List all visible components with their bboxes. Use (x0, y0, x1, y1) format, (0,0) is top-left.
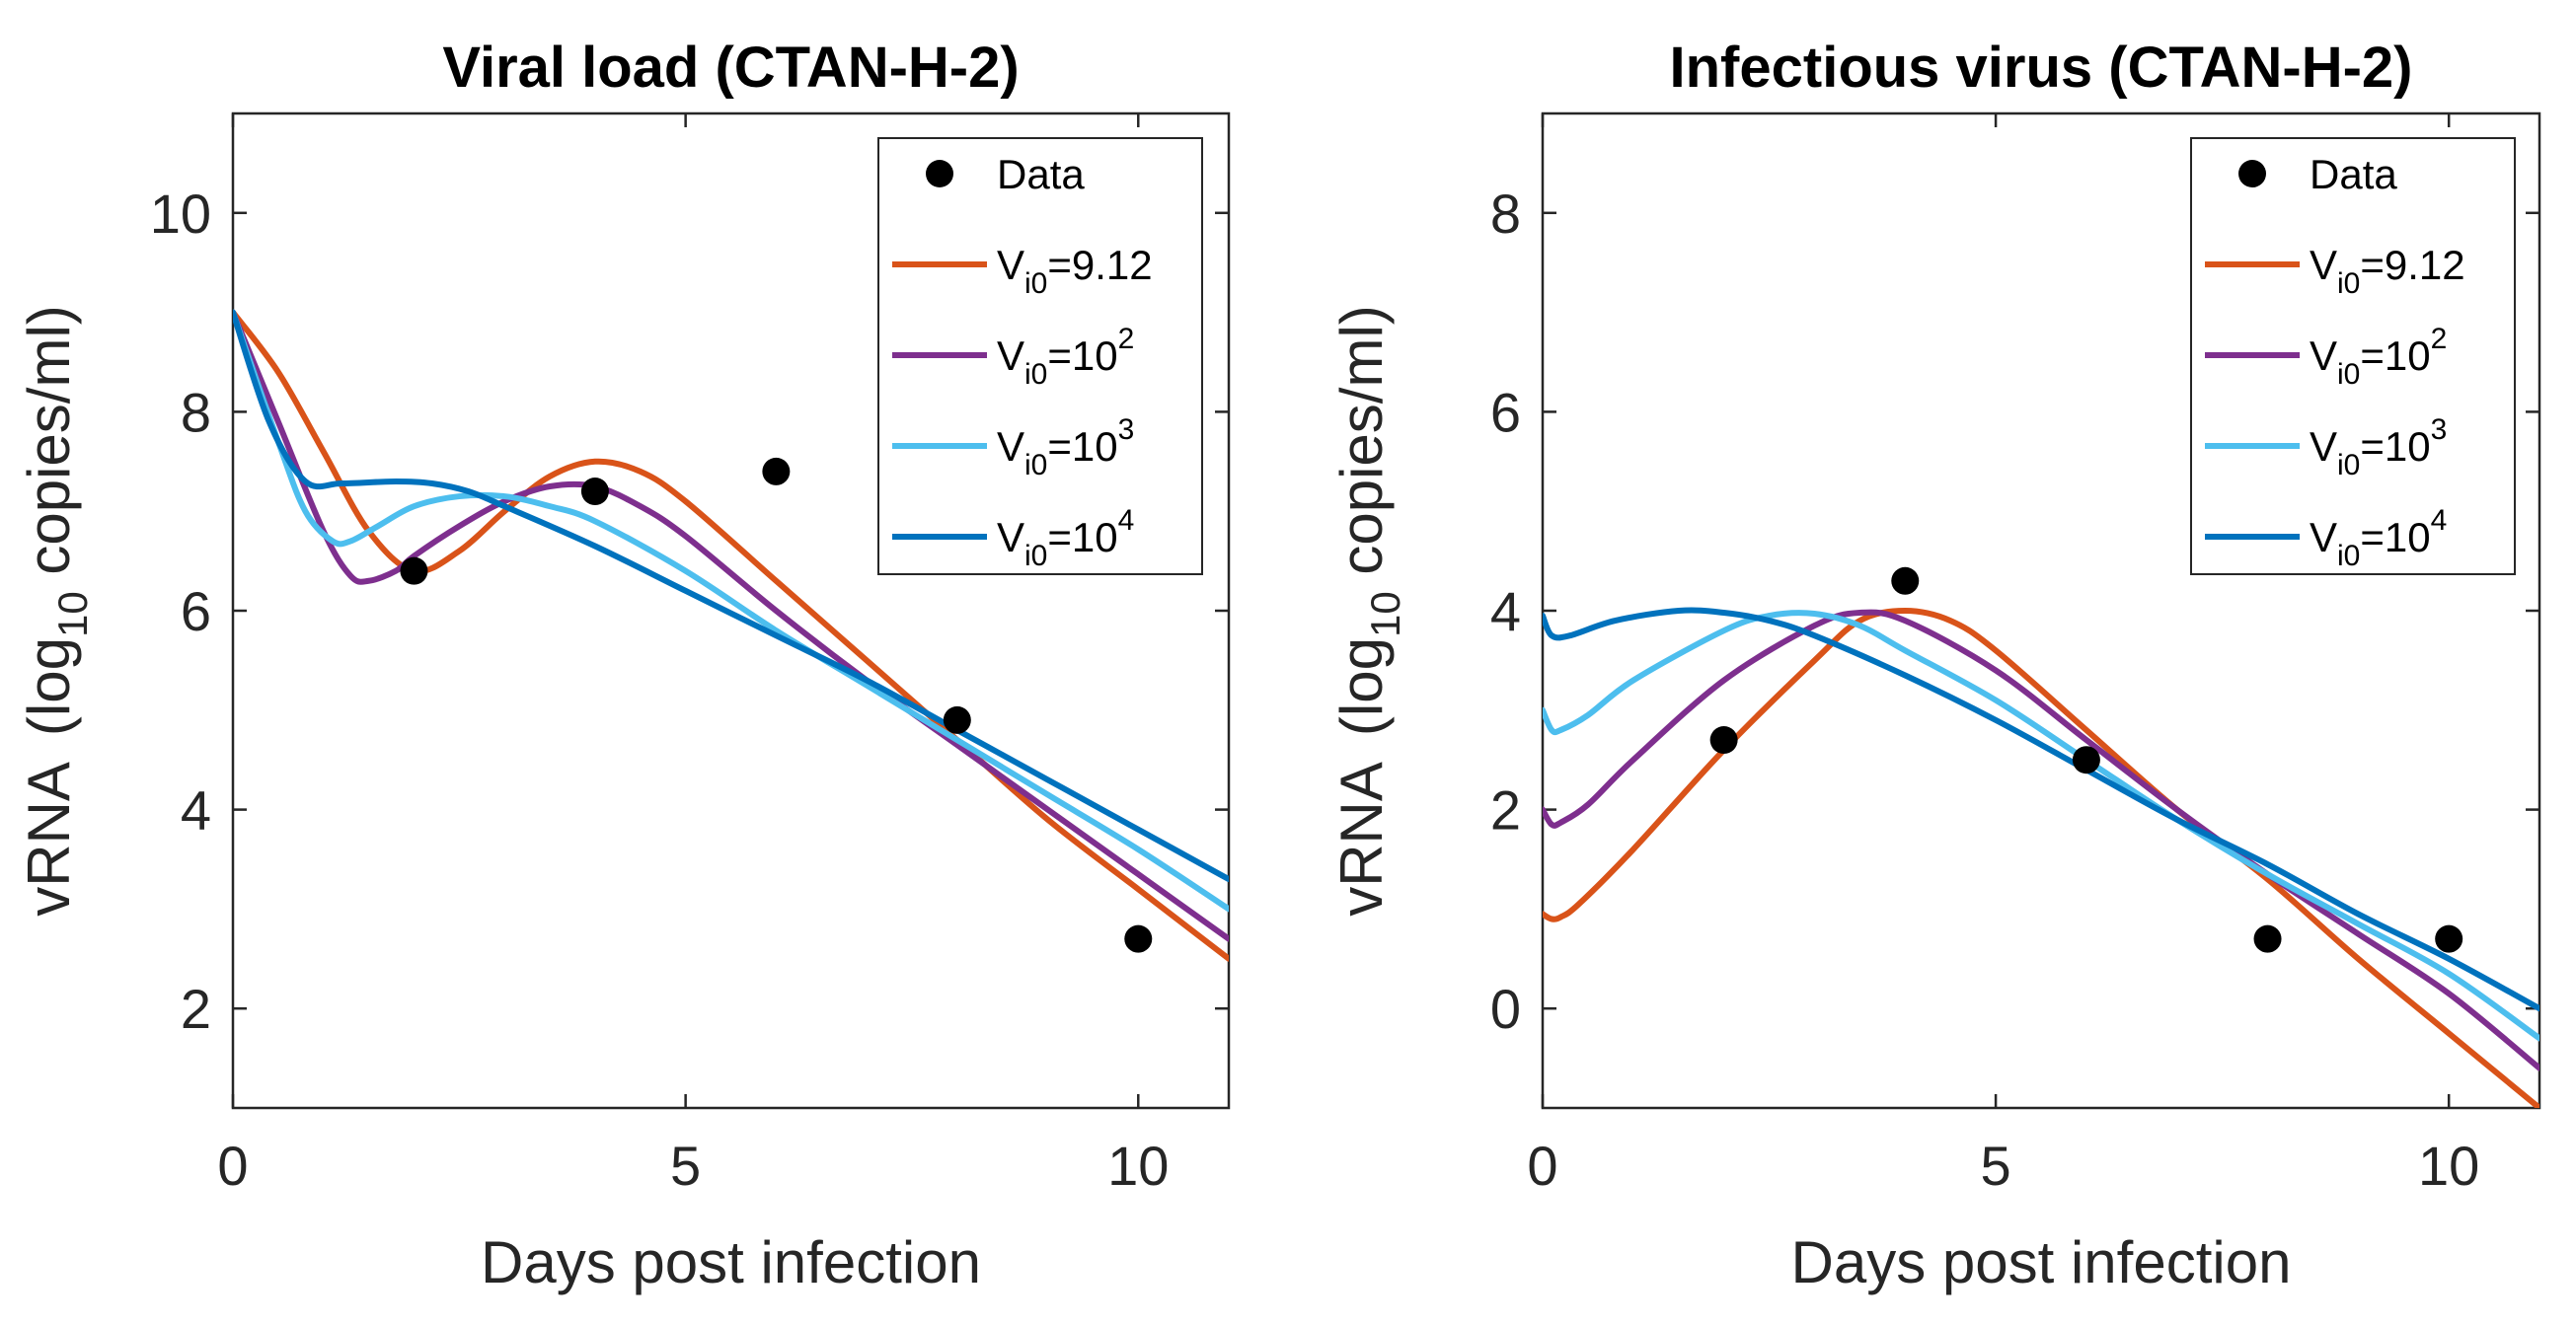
legend-label-4: Vi0=104 (997, 504, 1134, 572)
data-point (1124, 924, 1153, 953)
x-axis-label: Days post infection (1791, 1229, 2292, 1295)
legend-label-sub: i0 (2337, 540, 2360, 572)
legend-label-base: V (2310, 423, 2337, 470)
y-axis-label-main: vRNA (16, 762, 82, 917)
legend-label-value: =10 (2360, 514, 2430, 560)
legend-label-value: =10 (2360, 423, 2430, 470)
legend-label-base: V (997, 242, 1024, 288)
data-point (580, 478, 609, 506)
data-point (1891, 566, 1920, 595)
y-tick-label: 8 (1490, 183, 1521, 245)
y-axis-label: vRNA (log10 copies/ml) (1328, 305, 1408, 917)
series-group (233, 309, 1229, 962)
legend-label-base: V (2310, 514, 2337, 560)
x-tick-label: 0 (217, 1135, 248, 1197)
legend-label-sup: 3 (1118, 413, 1135, 446)
y-axis-label-units: copies/ml) (16, 305, 82, 591)
y-axis-label-sub: 10 (49, 591, 96, 637)
legend-label-sup: 4 (2431, 504, 2448, 537)
infectious-virus-panel: 0 5 10 0 2 4 6 8 Infectious virus (CTAN-H-2) Days… (1328, 36, 2541, 1295)
legend-label-base: V (997, 423, 1024, 470)
legend-label-sup: 2 (1118, 323, 1135, 355)
data-point (762, 457, 791, 485)
y-tick-label: 0 (1490, 978, 1521, 1040)
legend-label-sub: i0 (1024, 267, 1047, 300)
data-point (1709, 726, 1738, 755)
x-tick-label: 5 (670, 1135, 701, 1197)
y-tick-label: 10 (150, 183, 211, 245)
y-axis-label-sub: 10 (1362, 591, 1408, 637)
legend-label-2: Vi0=102 (997, 323, 1134, 391)
data-point (2435, 924, 2463, 953)
series-line-1 (233, 309, 1229, 962)
legend-label-sub: i0 (1024, 540, 1047, 572)
y-tick-label: 6 (1490, 381, 1521, 443)
legend-label-sup: 2 (2431, 323, 2448, 355)
legend-label-sup: 3 (2431, 413, 2448, 446)
legend-label-4: Vi0=104 (2310, 504, 2447, 572)
y-tick-label: 8 (181, 381, 211, 443)
series-line-4 (1543, 607, 2539, 1012)
legend-label-base: V (997, 514, 1024, 560)
x-tick-label: 5 (1981, 1135, 2011, 1197)
legend-label-base: V (997, 332, 1024, 379)
legend-label-value: =10 (1047, 423, 1117, 470)
legend-label-data: Data (2310, 151, 2397, 197)
x-tick-label: 10 (2418, 1135, 2479, 1197)
y-tick-label: 2 (1490, 779, 1521, 842)
legend-label-1: Vi0=9.12 (997, 242, 1153, 300)
legend-label-data: Data (997, 151, 1085, 197)
series-line-2 (233, 309, 1229, 942)
series-line-2 (1543, 609, 2539, 1071)
series-line-3 (1543, 610, 2539, 1042)
legend-label-sub: i0 (2337, 358, 2360, 391)
y-axis-label: vRNA (log10 copies/ml) (16, 305, 96, 917)
series-line-4 (233, 309, 1229, 883)
data-point (2072, 746, 2100, 774)
legend-label-3: Vi0=103 (997, 413, 1134, 481)
legend-label-sub: i0 (2337, 267, 2360, 300)
series-line-1 (1543, 608, 2539, 1108)
legend-label-value: =10 (1047, 514, 1117, 560)
y-axis-label-main: vRNA (1328, 762, 1395, 917)
legend-marker-data (2238, 160, 2266, 187)
y-tick-label: 4 (1490, 580, 1521, 642)
y-axis-label-log: (log (16, 637, 82, 736)
data-point (2253, 924, 2282, 953)
x-axis-label: Days post infection (481, 1229, 981, 1295)
legend-label-base: V (2310, 332, 2337, 379)
y-tick-label: 6 (181, 580, 211, 642)
legend-label-sub: i0 (2337, 449, 2360, 481)
legend-label-3: Vi0=103 (2310, 413, 2447, 481)
chart-title: Infectious virus (CTAN-H-2) (1670, 36, 2413, 100)
legend-label-base: V (2310, 242, 2337, 288)
series-line-3 (233, 309, 1229, 913)
legend-label-sub: i0 (1024, 449, 1047, 481)
legend-label-2: Vi0=102 (2310, 323, 2447, 391)
x-tick-label: 0 (1527, 1135, 1557, 1197)
y-tick-label: 2 (181, 978, 211, 1040)
legend-label-value: =9.12 (2360, 242, 2464, 288)
y-axis-label-units: copies/ml) (1328, 305, 1395, 591)
data-point (943, 705, 971, 734)
legend-label-sub: i0 (1024, 358, 1047, 391)
legend-label-1: Vi0=9.12 (2310, 242, 2465, 300)
legend-label-value: =10 (1047, 332, 1117, 379)
series-group (1543, 607, 2539, 1108)
chart-title: Viral load (CTAN-H-2) (442, 36, 1019, 100)
x-tick-label: 10 (1107, 1135, 1169, 1197)
y-axis-label-log: (log (1328, 637, 1395, 736)
viral-load-panel: 0 5 10 2 4 6 8 10 Viral load (CTAN-H-2) Days post… (16, 36, 1231, 1295)
legend-label-sup: 4 (1118, 504, 1135, 537)
legend-label-value: =10 (2360, 332, 2430, 379)
data-point (400, 556, 428, 585)
legend-marker-data (926, 160, 953, 187)
legend-label-value: =9.12 (1047, 242, 1152, 288)
y-tick-label: 4 (181, 779, 211, 842)
